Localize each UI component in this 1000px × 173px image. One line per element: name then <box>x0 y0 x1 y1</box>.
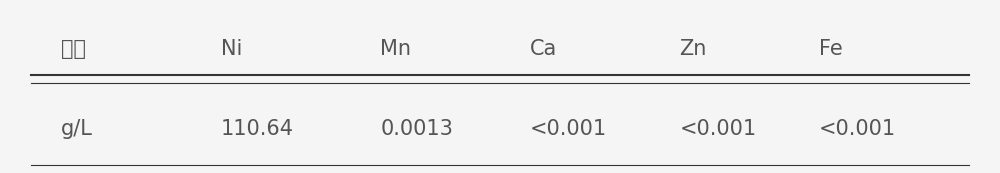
Text: g/L: g/L <box>61 119 93 139</box>
Text: <0.001: <0.001 <box>530 119 607 139</box>
Text: Ni: Ni <box>221 39 242 59</box>
Text: 110.64: 110.64 <box>221 119 294 139</box>
Text: <0.001: <0.001 <box>680 119 757 139</box>
Text: <0.001: <0.001 <box>819 119 896 139</box>
Text: Ca: Ca <box>530 39 557 59</box>
Text: 0.0013: 0.0013 <box>380 119 453 139</box>
Text: Zn: Zn <box>680 39 707 59</box>
Text: Fe: Fe <box>819 39 843 59</box>
Text: 单位: 单位 <box>61 39 86 59</box>
Text: Mn: Mn <box>380 39 411 59</box>
